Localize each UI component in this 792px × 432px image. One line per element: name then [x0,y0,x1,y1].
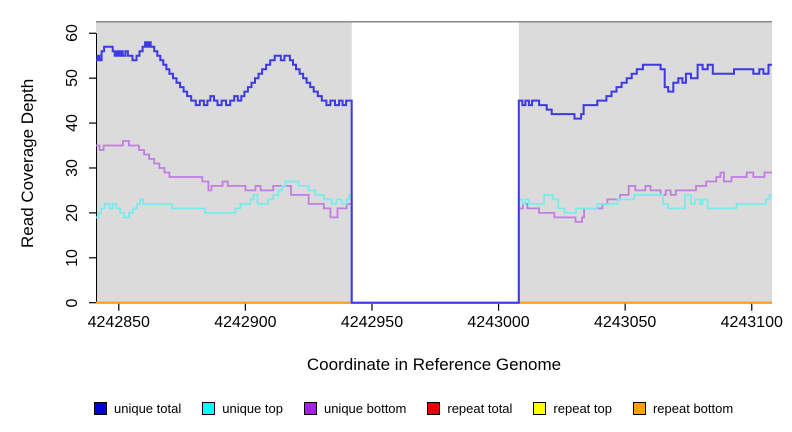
legend-swatch [94,402,107,415]
legend-item-repeat-total: repeat total [427,401,512,416]
legend-label: unique total [114,401,182,416]
x-tick-label: 4243100 [720,314,783,331]
y-tick-label: 60 [64,24,81,43]
x-axis-title: Coordinate in Reference Genome [306,355,562,374]
series-unique-total [96,41,772,304]
gap-region [351,22,519,304]
y-axis-title: Read Coverage Depth [18,78,37,248]
legend-label: unique top [222,401,283,416]
legend-swatch [533,402,547,415]
legend-item-repeat-top: repeat top [533,401,612,416]
legend-label: unique bottom [323,401,407,416]
y-tick-label: 50 [64,69,81,88]
y-tick-label: 0 [64,298,81,308]
x-tick-label: 4242900 [214,314,277,331]
y-tick-label: 30 [64,159,81,177]
legend-swatch [632,402,646,415]
legend-label: repeat total [447,401,513,416]
legend-item-repeat-bottom: repeat bottom [632,401,734,416]
legend-item-unique-top: unique top [202,401,283,416]
x-tick-label: 4243050 [593,314,657,331]
legend-swatch [427,402,441,415]
legend-item-unique-bottom: unique bottom [303,401,407,416]
y-tick-label: 40 [64,114,81,132]
legend: unique total unique top unique bottom repea… [94,401,733,416]
y-tick-label: 20 [64,203,81,222]
x-tick-label: 4243000 [467,314,530,331]
legend-swatch [303,402,317,415]
x-tick-label: 4242850 [87,314,150,331]
legend-label: repeat bottom [652,401,734,416]
x-tick-label: 4242950 [340,314,404,331]
chart-canvas [89,20,772,311]
legend-item-unique-total: unique total [94,401,181,416]
legend-label: repeat top [553,401,612,416]
y-tick-label: 10 [64,248,81,267]
series-unique-top [96,180,772,304]
legend-swatch [202,402,216,415]
